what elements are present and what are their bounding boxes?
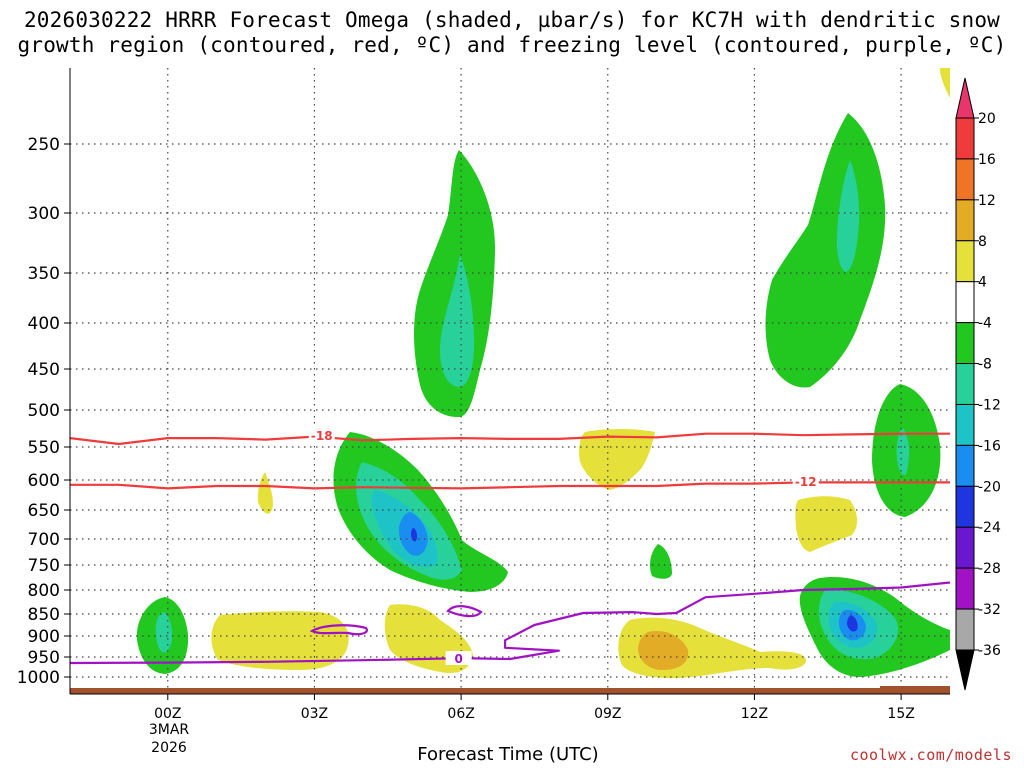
contour-label-2: -12 — [795, 475, 817, 489]
contour-labels: -18 -12 0 — [308, 427, 819, 666]
y-tick-label-750: 750 — [28, 556, 60, 576]
colorbar-label-8: -16 — [978, 438, 1001, 454]
colorbar-label-9: -20 — [978, 479, 1001, 495]
y-tick-label-1000: 1000 — [17, 668, 60, 688]
omega-region-downward-13z-mid — [795, 496, 858, 552]
colorbar-label-0: 20 — [978, 111, 996, 127]
omega-region-05z-mid-darkblue — [411, 528, 418, 542]
x-tick-label-09z: 09Z — [594, 706, 621, 722]
terrain-strip — [70, 688, 950, 694]
chart-title-line-1: 2026030222 HRRR Forecast Omega (shaded, … — [23, 8, 1001, 32]
colorbar-band-11 — [955, 526, 975, 569]
colorbar-label-12: -32 — [978, 602, 1001, 618]
y-tick-label-550: 550 — [28, 438, 60, 458]
colorbar-band-9 — [955, 444, 975, 487]
x-tick-label-12z: 12Z — [741, 706, 768, 722]
omega-region-06z-upper-core — [440, 255, 475, 388]
x-tick-label-00z: 00Z — [154, 706, 181, 722]
y-tick-label-400: 400 — [28, 314, 60, 334]
colorbar-band-10 — [955, 485, 975, 528]
contour-label-1: -18 — [311, 429, 333, 443]
colorbar-band-1 — [955, 117, 975, 160]
y-tick-label-500: 500 — [28, 401, 60, 421]
omega-region-downward-10z-low-orange — [638, 630, 689, 670]
x-tick-label-15z: 15Z — [887, 706, 914, 722]
omega-region-upward-10z-small — [650, 544, 672, 579]
colorbar-label-10: -24 — [978, 520, 1001, 536]
contour-freezing-loop-2 — [446, 605, 483, 618]
chart-title-line-2: growth region (contoured, red, ºC) and f… — [17, 33, 1007, 57]
y-tick-label-300: 300 — [28, 204, 60, 224]
contour-label-3: 0 — [454, 652, 462, 666]
colorbar-band-8 — [955, 403, 975, 446]
colorbar-label-5: -4 — [978, 316, 992, 332]
colorbar-label-1: 16 — [978, 152, 996, 168]
colorbar-label-2: 12 — [978, 193, 996, 209]
colorbar-band-3 — [955, 199, 975, 242]
x-axis-tick-labels: 00Z 03Z 06Z 09Z 12Z 15Z — [154, 694, 915, 722]
omega-region-00z-low-core — [155, 612, 173, 653]
colorbar-label-6: -8 — [978, 357, 992, 373]
colorbar-band-12 — [955, 567, 975, 610]
x-tick-label-06z: 06Z — [447, 706, 474, 722]
y-tick-label-950: 950 — [28, 648, 60, 668]
date-label-year: 2026 — [151, 740, 187, 756]
source-credit: coolwx.com/models — [849, 746, 1012, 764]
colorbar-band-5 — [955, 281, 975, 324]
colorbar-band-top-arrow — [955, 77, 975, 119]
colorbar-band-4 — [955, 240, 975, 283]
omega-shading — [136, 68, 950, 679]
y-tick-label-650: 650 — [28, 501, 60, 521]
contour-freezing-level-0C — [70, 581, 950, 665]
colorbar-band-2 — [955, 158, 975, 201]
y-tick-label-900: 900 — [28, 627, 60, 647]
omega-region-downward-0230z-low — [211, 611, 349, 670]
omega-region-downward-02z — [257, 472, 273, 514]
contour-label-bg-3 — [445, 651, 472, 665]
y-tick-label-600: 600 — [28, 471, 60, 491]
colorbar-band-6 — [955, 322, 975, 365]
omega-region-14z-upper-core — [836, 160, 860, 272]
y-axis-tick-labels: 2503003504004505005506006507007508008509… — [17, 135, 70, 688]
contour-isotherm-minus18 — [70, 432, 950, 446]
y-tick-label-250: 250 — [28, 135, 60, 155]
x-axis-label: Forecast Time (UTC) — [417, 744, 599, 765]
colorbar-label-7: -12 — [978, 397, 1001, 413]
colorbar-label-13: -36 — [978, 643, 1001, 659]
y-tick-label-800: 800 — [28, 581, 60, 601]
y-tick-label-700: 700 — [28, 530, 60, 550]
colorbar-band-7 — [955, 363, 975, 405]
y-tick-label-450: 450 — [28, 360, 60, 380]
y-tick-label-850: 850 — [28, 605, 60, 625]
colorbar-label-4: 4 — [978, 275, 987, 291]
omega-region-15z-mid-core — [896, 428, 910, 476]
colorbar: 20 16 12 8 4 -4 -8 -12 -16 -20 -24 -28 -32 -36 — [955, 77, 1001, 691]
gridlines — [70, 68, 950, 688]
terrain-strip-rise — [880, 686, 950, 690]
colorbar-band-bottom-arrow — [955, 649, 975, 691]
colorbar-label-11: -28 — [978, 561, 1001, 577]
colorbar-label-3: 8 — [978, 234, 987, 250]
omega-region-14z-low-darkblue — [847, 615, 858, 632]
omega-region-downward-top-right — [940, 68, 950, 98]
contour-freezing-loop-1 — [309, 624, 368, 636]
x-tick-label-03z: 03Z — [301, 706, 328, 722]
colorbar-band-13 — [955, 608, 975, 651]
contour-label-bg-2 — [792, 473, 819, 488]
contour-label-bg-1 — [308, 427, 335, 442]
y-tick-label-350: 350 — [28, 264, 60, 284]
date-label-day: 3MAR — [149, 722, 190, 738]
omega-region-downward-09z-mid — [579, 429, 655, 490]
